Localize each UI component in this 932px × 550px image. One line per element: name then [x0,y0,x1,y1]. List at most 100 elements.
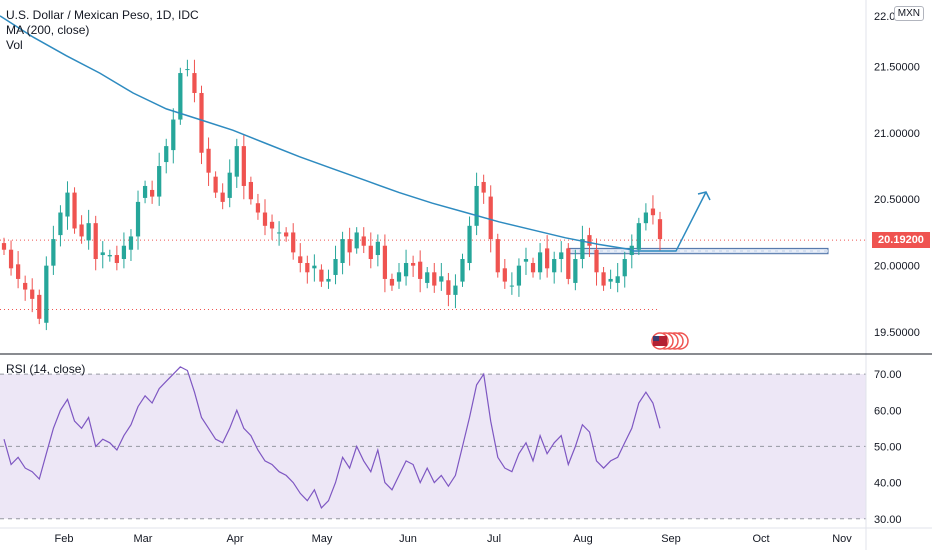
candle-body [79,224,84,237]
arrow-head [697,191,711,201]
candle-body [389,278,395,286]
candle-body [361,236,366,246]
candle-body [615,276,620,283]
candle-body [657,219,663,240]
rsi-legend[interactable]: RSI (14, close) [6,362,86,376]
us-flag-canton [653,336,659,341]
candle-body [150,189,155,197]
candle-body [523,259,529,262]
last-price-tag: 20.19200 [872,232,930,249]
candle-body [142,185,148,198]
candle-body [545,248,550,269]
candle-body [601,272,606,286]
candle-body [37,294,42,319]
rsi-axis: 70.00 60.00 50.00 40.00 30.00 [874,369,902,526]
candle-body [262,212,268,226]
rsi-panel [0,373,866,520]
candle-body [354,232,359,249]
candle-body [502,268,507,282]
support-zone [567,247,829,255]
candle-body [248,181,253,200]
candle-body [44,265,49,323]
price-tick-label: 20.50000 [874,194,920,206]
candle-body [375,241,380,256]
candle-body [319,269,324,282]
candle-body [291,232,296,253]
candle-body [495,239,500,273]
candle-body [107,255,112,257]
time-axis: Feb Mar Apr May Jun Jul Aug Sep Oct Nov [0,527,932,545]
rsi-tick-label: 70.00 [874,369,902,381]
candle-body [403,263,409,277]
candle-body [51,239,56,266]
candle-body [411,263,416,266]
candle-body [573,259,578,283]
time-tick-label: Jun [399,533,417,545]
price-grid [0,239,866,310]
candle-body [418,261,423,279]
candle-body [594,249,599,273]
candle-body [453,285,458,295]
event-flags-icon[interactable] [651,332,689,350]
candle-body [643,212,649,224]
candle-body [347,239,352,253]
candle-body [100,252,105,256]
candle-body [206,148,211,173]
candle-body [276,232,282,234]
symbol-title[interactable]: U.S. Dollar / Mexican Peso, 1D, IDC [6,8,199,22]
price-tick-label: 20.00000 [874,261,920,273]
candle-body [439,276,444,282]
rsi-line [3,366,661,509]
candle-body [192,73,197,93]
candle-body [608,278,613,282]
candle-body [114,255,119,264]
candle-body [128,236,134,250]
us-flag [653,336,667,346]
candle-body [65,192,70,217]
time-tick-label: Sep [661,533,681,545]
candle-body [552,259,557,273]
candle-body [425,272,430,283]
time-tick-label: Mar [134,533,153,545]
candle-body [234,146,239,177]
candle-body [333,259,338,275]
candle-body [58,212,63,236]
candle-body [8,249,14,269]
time-tick-label: Aug [573,533,593,545]
candle-body [157,166,162,197]
rsi-tick-label: 40.00 [874,478,902,490]
candle-body [284,232,289,237]
rsi-tick-label: 50.00 [874,441,902,453]
currency-badge[interactable]: MXN [893,6,924,21]
candle-body [121,245,127,260]
candle-body [255,203,261,213]
candle-body [516,265,522,286]
candle-body [446,280,451,295]
rsi-tick-label: 30.00 [874,514,902,526]
candle-body [467,225,472,264]
candle-body [72,192,77,229]
candle-body [481,181,486,193]
ma-indicator-label[interactable]: MA (200, close) [6,23,90,37]
candle-body [241,146,246,186]
rsi-tick-label: 60.00 [874,405,902,417]
time-tick-label: May [312,533,333,545]
candle-body [1,243,7,250]
candle-body [220,192,225,202]
candle-body [23,282,28,290]
candle-body [326,278,331,282]
candle-body [622,259,627,277]
candle-body [164,146,169,163]
candle-body [580,239,585,260]
candle-body [269,221,275,229]
volume-indicator-label[interactable]: Vol [6,38,23,52]
time-tick-label: Apr [226,533,243,545]
price-axis: 21.50000 21.00000 20.50000 20.00000 19.50000… [874,11,920,339]
candle-body [199,92,204,153]
candle-body [227,172,232,198]
projection-arrow [632,191,711,252]
candles [1,59,663,331]
candle-body [509,285,514,287]
candle-body [30,289,35,299]
